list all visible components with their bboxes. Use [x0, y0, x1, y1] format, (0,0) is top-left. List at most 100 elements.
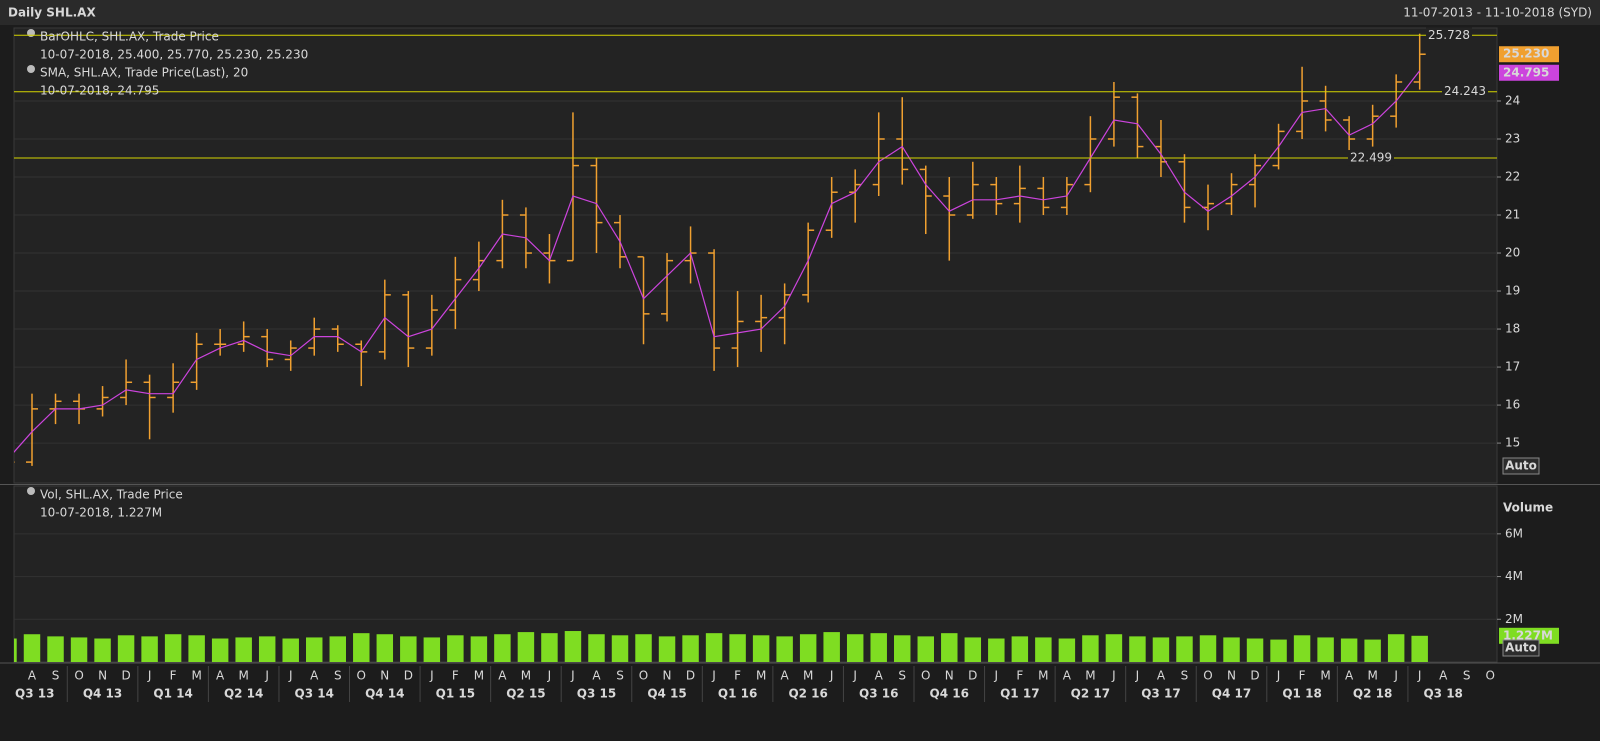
- sma-line: [14, 70, 1421, 453]
- legend-icon[interactable]: [27, 487, 35, 495]
- volume-bar: [14, 638, 17, 662]
- chart-title: Daily SHL.AX: [8, 6, 96, 20]
- quarter-label: Q1 18: [1282, 687, 1321, 701]
- volume-bar: [329, 636, 346, 662]
- x-tick-label: A: [592, 669, 601, 683]
- volume-bar: [1364, 639, 1381, 662]
- y-tick-label: 24: [1505, 93, 1520, 107]
- x-tick-label: F: [1299, 669, 1306, 683]
- quarter-label: Q2 18: [1353, 687, 1392, 701]
- x-tick-label: M: [1038, 669, 1048, 683]
- value-tag-label: 1.227M: [1503, 628, 1553, 642]
- auto-button-label[interactable]: Auto: [1505, 459, 1537, 473]
- volume-bar: [70, 637, 88, 662]
- legend-detail: 10-07-2018, 24.795: [40, 84, 159, 98]
- volume-bar: [846, 634, 864, 662]
- volume-bar: [235, 637, 252, 662]
- volume-bar: [1058, 638, 1076, 662]
- quarter-label: Q3 16: [859, 687, 898, 701]
- x-tick-label: J: [852, 669, 857, 683]
- volume-bar: [353, 633, 370, 662]
- volume-bar: [729, 634, 746, 662]
- volume-bar: [1387, 634, 1405, 662]
- auto-button-label[interactable]: Auto: [1505, 641, 1537, 655]
- volume-bar: [988, 638, 1005, 662]
- x-tick-label: S: [334, 669, 342, 683]
- legend-icon[interactable]: [27, 29, 35, 37]
- volume-bar: [376, 634, 394, 662]
- volume-bar: [447, 635, 464, 662]
- x-tick-label: O: [639, 669, 648, 683]
- x-tick-label: F: [734, 669, 741, 683]
- x-tick-label: D: [121, 669, 130, 683]
- x-tick-label: F: [1016, 669, 1023, 683]
- x-tick-label: J: [1111, 669, 1116, 683]
- date-range: 11-07-2013 - 11-10-2018 (SYD): [1403, 6, 1592, 20]
- x-tick-label: O: [921, 669, 930, 683]
- x-tick-label: A: [1157, 669, 1166, 683]
- x-tick-label: S: [898, 669, 906, 683]
- volume-bar: [658, 636, 676, 662]
- legend-detail: 10-07-2018, 1.227M: [40, 506, 162, 520]
- volume-bar: [1411, 635, 1428, 662]
- quarter-label: Q3 18: [1423, 687, 1462, 701]
- legend-entry: SMA, SHL.AX, Trade Price(Last), 20: [40, 66, 248, 80]
- volume-bar: [1293, 635, 1311, 662]
- volume-bar: [164, 634, 182, 662]
- quarter-label: Q4 15: [647, 687, 686, 701]
- volume-bar: [141, 636, 158, 662]
- quarter-label: Q1 16: [718, 687, 757, 701]
- y-tick-label: 2M: [1505, 612, 1523, 626]
- x-tick-label: A: [1345, 669, 1354, 683]
- x-tick-label: J: [1393, 669, 1398, 683]
- volume-bar: [588, 634, 605, 662]
- volume-bar: [1270, 639, 1287, 662]
- x-tick-label: S: [1181, 669, 1189, 683]
- hline-label: 24.243: [1444, 84, 1486, 98]
- auto-button[interactable]: [1502, 639, 1540, 657]
- volume-bar: [1035, 637, 1052, 662]
- x-tick-label: J: [711, 669, 716, 683]
- x-tick-label: J: [1276, 669, 1281, 683]
- quarter-label: Q4 16: [930, 687, 969, 701]
- auto-button[interactable]: [1502, 457, 1540, 475]
- volume-bar: [47, 636, 64, 662]
- x-tick-label: A: [498, 669, 507, 683]
- volume-bar: [282, 638, 299, 662]
- volume-bar: [917, 636, 934, 662]
- x-tick-label: F: [170, 669, 177, 683]
- x-tick-label: S: [616, 669, 624, 683]
- volume-bar: [23, 634, 41, 662]
- volume-bar: [682, 635, 699, 662]
- y-tick-label: 16: [1505, 398, 1520, 412]
- legend-icon[interactable]: [27, 65, 35, 73]
- x-tick-label: N: [1227, 669, 1236, 683]
- legend-entry: Vol, SHL.AX, Trade Price: [40, 488, 183, 502]
- x-tick-label: J: [429, 669, 434, 683]
- volume-bar: [94, 638, 111, 662]
- volume-bar: [470, 636, 488, 662]
- quarter-label: Q4 14: [365, 687, 404, 701]
- x-tick-label: S: [1463, 669, 1471, 683]
- x-tick-label: M: [521, 669, 531, 683]
- y-tick-label: 19: [1505, 284, 1520, 298]
- volume-bar: [1246, 638, 1264, 662]
- value-tag: [1499, 64, 1559, 81]
- y-tick-label: 17: [1505, 360, 1520, 374]
- quarter-label: Q3 15: [577, 687, 616, 701]
- x-tick-label: N: [380, 669, 389, 683]
- header-bar: [0, 0, 1600, 25]
- quarter-label: Q2 15: [506, 687, 545, 701]
- y-tick-label: 21: [1505, 208, 1520, 222]
- volume-bar: [400, 636, 417, 662]
- quarter-label: Q1 15: [436, 687, 475, 701]
- y-tick-label: 23: [1505, 131, 1520, 145]
- hline-label-bg: [1442, 83, 1488, 99]
- x-tick-label: A: [28, 669, 37, 683]
- price-plot: [14, 33, 1497, 466]
- volume-bar: [1129, 636, 1146, 662]
- volume-bar: [776, 636, 793, 662]
- y-axis-label: Volume: [1503, 501, 1553, 515]
- volume-bar: [964, 637, 982, 662]
